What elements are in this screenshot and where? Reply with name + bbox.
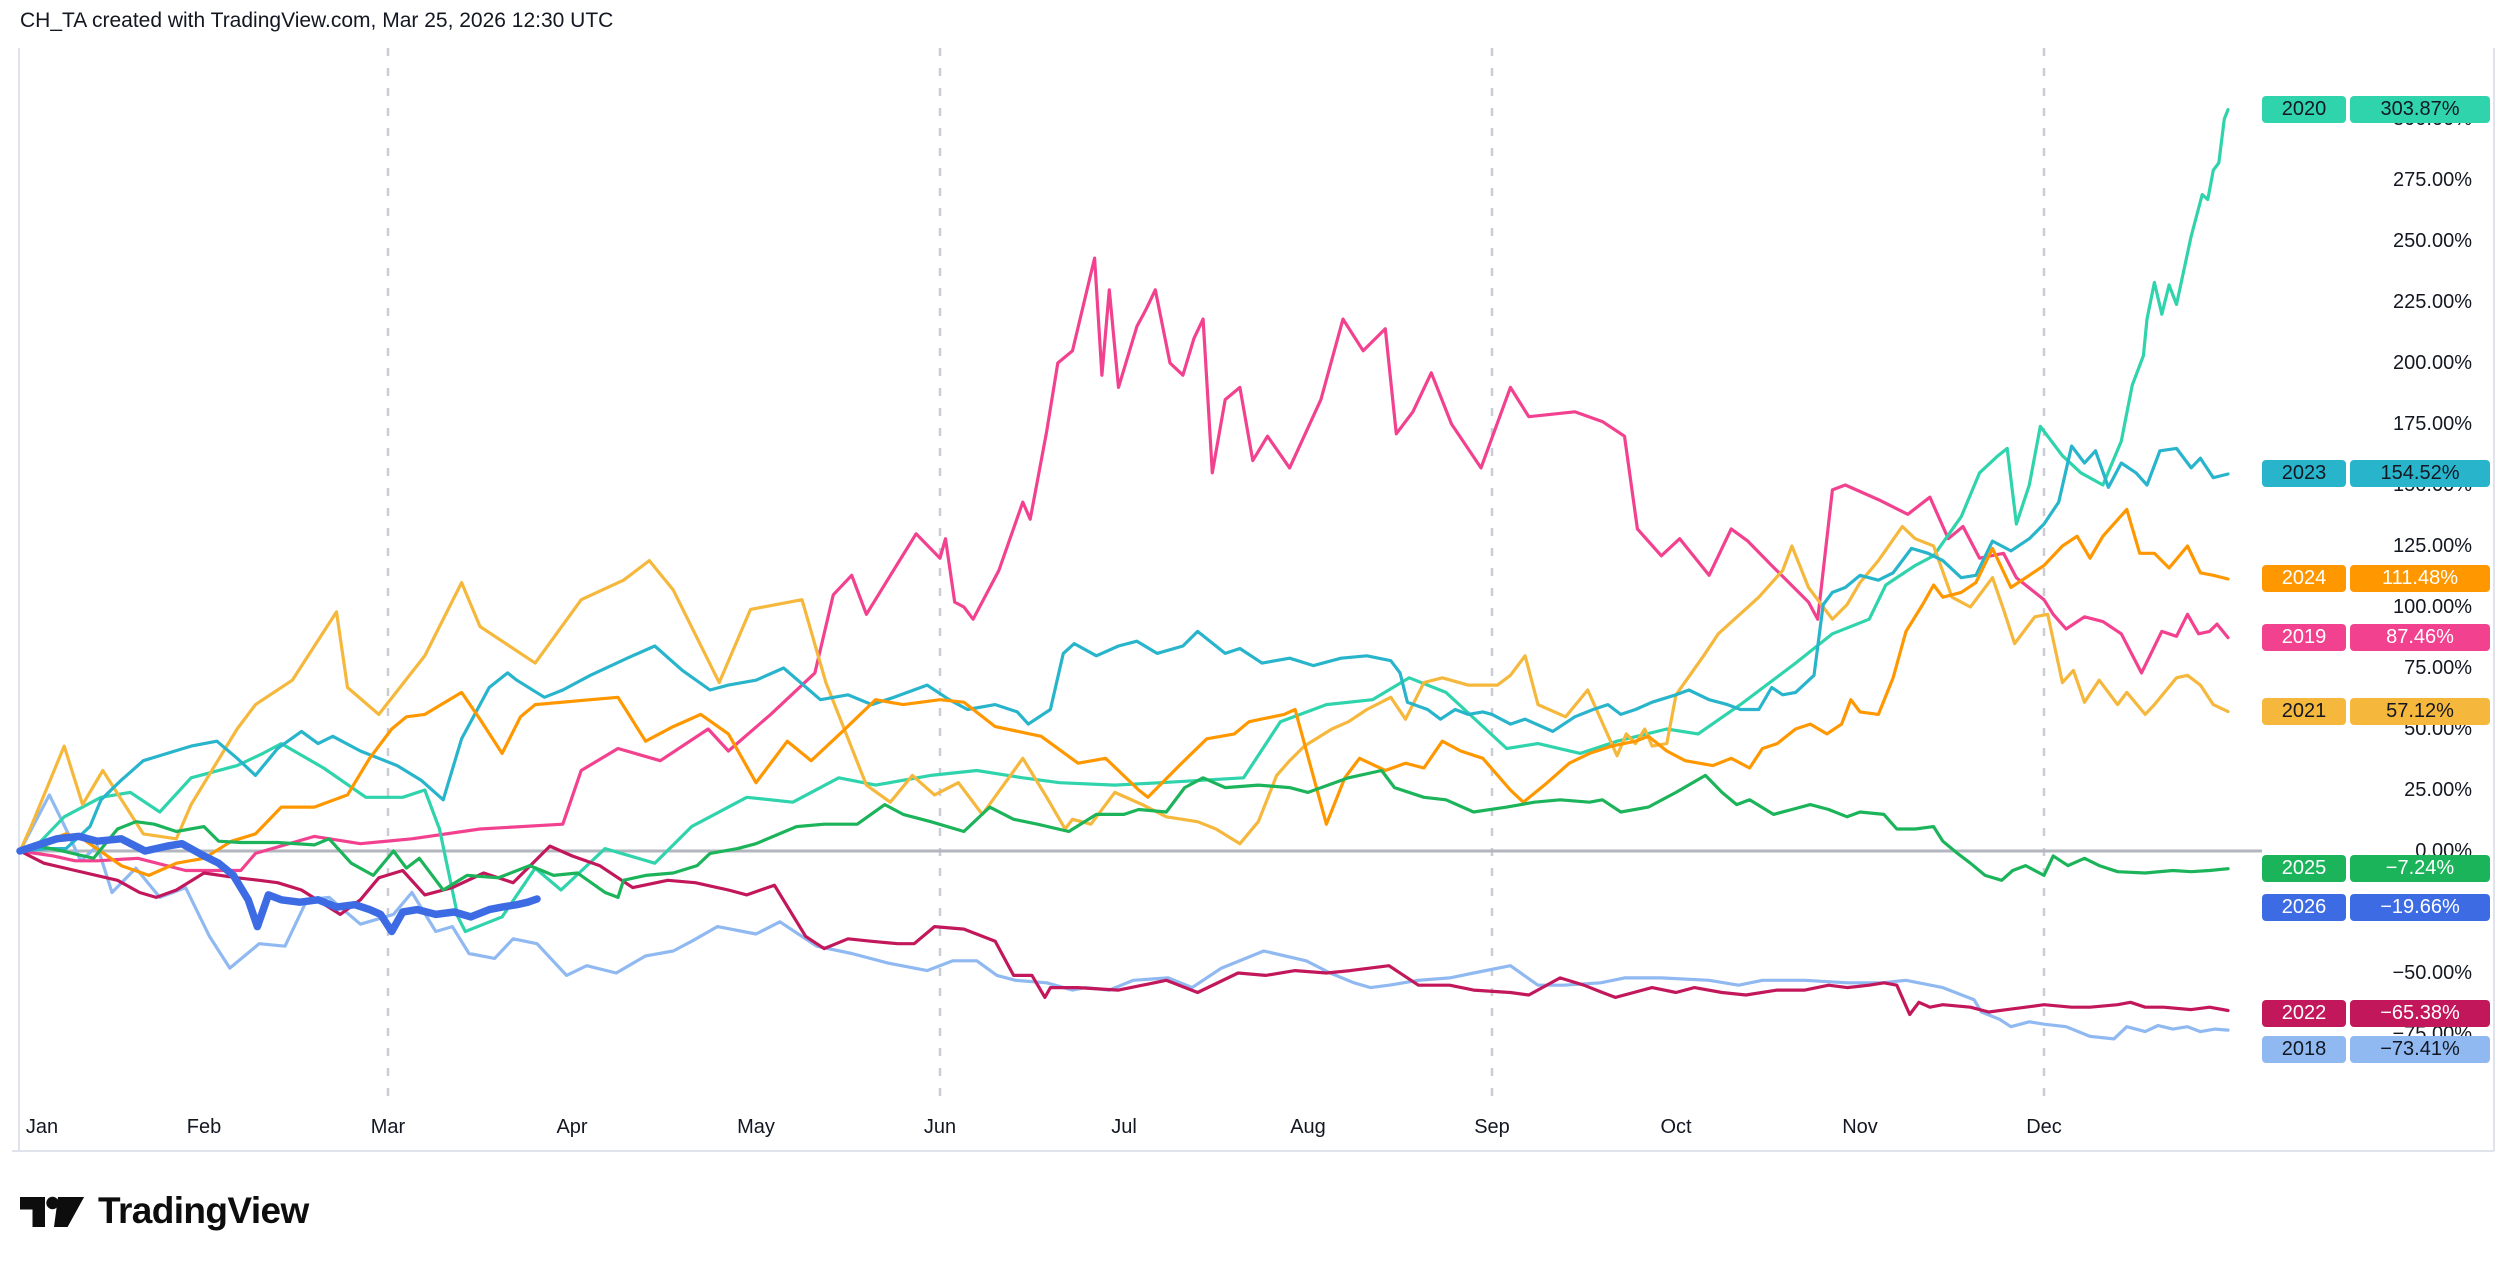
year-badge: 2023 — [2262, 460, 2346, 488]
year-badge: 2026 — [2262, 894, 2346, 922]
value-badge: 111.48% — [2350, 565, 2490, 593]
series-line-2019 — [18, 256, 2230, 873]
y-axis-tick-label: 275.00% — [2393, 169, 2472, 191]
value-badge: −73.41% — [2350, 1035, 2490, 1063]
series-line-2024 — [18, 507, 2230, 878]
y-axis-tick-label: −50.00% — [2392, 962, 2472, 984]
value-badge: −19.66% — [2350, 894, 2490, 922]
value-badge: 154.52% — [2350, 460, 2490, 488]
x-axis-month-label: Apr — [556, 1116, 588, 1138]
x-axis-month-label: Dec — [2026, 1116, 2062, 1138]
value-badge: −65.38% — [2350, 1000, 2490, 1028]
y-axis-tick-label: 250.00% — [2393, 230, 2472, 252]
y-axis-tick-label: 175.00% — [2393, 413, 2472, 435]
y-axis-tick-label: 25.00% — [2404, 779, 2472, 801]
tradingview-logo-text: TradingView — [98, 1190, 309, 1231]
year-badge: 2024 — [2262, 565, 2346, 593]
x-axis-month-label: Aug — [1290, 1116, 1326, 1138]
chart-title: CH_TA created with TradingView.com, Mar … — [20, 9, 614, 32]
x-axis-month-label: Nov — [1842, 1116, 1878, 1138]
tradingview-logo: TradingView — [20, 1190, 309, 1232]
year-badge: 2022 — [2262, 1000, 2346, 1028]
x-axis-month-label: Jul — [1111, 1116, 1137, 1138]
x-axis-month-label: Jan — [25, 1116, 59, 1138]
value-badge: 303.87% — [2350, 96, 2490, 124]
y-axis-tick-label: 225.00% — [2393, 291, 2472, 313]
series-line-2020 — [18, 107, 2230, 934]
year-badge: 2018 — [2262, 1035, 2346, 1063]
y-axis-tick-label: 100.00% — [2393, 596, 2472, 618]
series-line-2018 — [18, 793, 2230, 1041]
series-line-2025 — [18, 768, 2230, 900]
series-line-2021 — [18, 524, 2230, 853]
year-badge: 2025 — [2262, 855, 2346, 883]
series-line-2026 — [16, 832, 541, 936]
x-axis-month-label: May — [737, 1116, 775, 1138]
series-line-2022 — [18, 844, 2230, 1017]
year-badge: 2020 — [2262, 96, 2346, 124]
x-axis-month-label: Jun — [923, 1116, 957, 1138]
series-line-2023 — [18, 444, 2230, 853]
x-axis-month-label: Sep — [1474, 1116, 1510, 1138]
x-axis-month-label: Oct — [1660, 1116, 1692, 1138]
x-axis-month-label: Feb — [186, 1116, 222, 1138]
y-axis-tick-label: 75.00% — [2404, 657, 2472, 679]
year-badge: 2021 — [2262, 698, 2346, 726]
x-axis-month-label: Mar — [370, 1116, 406, 1138]
value-badge: −7.24% — [2350, 855, 2490, 883]
value-badge: 57.12% — [2350, 698, 2490, 726]
year-badge: 2019 — [2262, 624, 2346, 652]
y-axis-tick-label: 200.00% — [2393, 352, 2472, 374]
y-axis-tick-label: 125.00% — [2393, 535, 2472, 557]
value-badge: 87.46% — [2350, 624, 2490, 652]
tradingview-logo-icon — [20, 1196, 84, 1227]
